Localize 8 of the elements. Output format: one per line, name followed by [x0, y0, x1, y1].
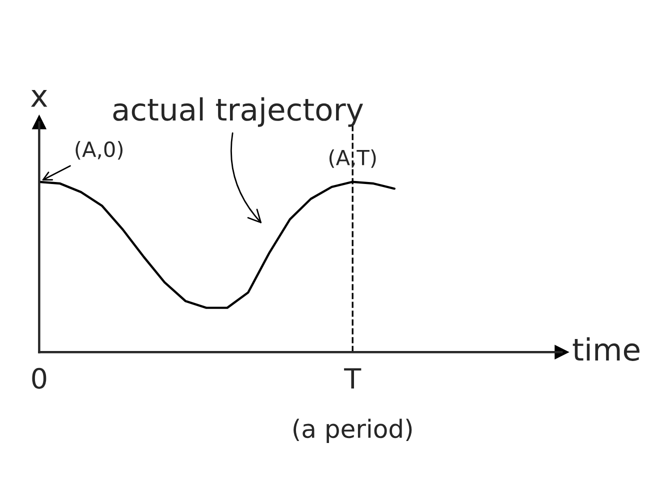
x-tick-label: T	[344, 368, 362, 388]
annotation: (A,0)	[76, 141, 122, 160]
y-axis-title: x	[31, 90, 48, 107]
x-tick-label: 0	[32, 368, 46, 389]
annotation: (A,T)	[329, 149, 376, 168]
x-axis-title: time	[572, 337, 640, 361]
text: actual trajectory	[113, 97, 364, 127]
text: (a period)	[294, 418, 412, 443]
